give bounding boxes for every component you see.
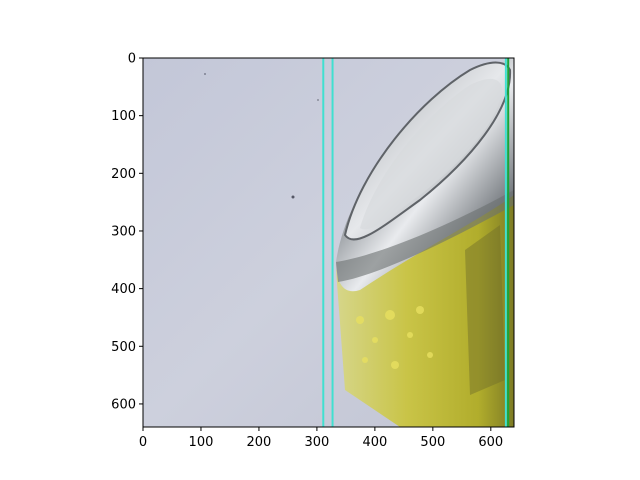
y-tick-label: 500 (111, 340, 136, 355)
x-axis: 0 100 200 300 400 500 600 (139, 427, 503, 450)
y-tick-label: 300 (111, 224, 136, 239)
x-tick-label: 200 (247, 435, 272, 450)
speck (291, 195, 295, 199)
x-tick-label: 500 (420, 435, 445, 450)
y-tick-label: 400 (111, 282, 136, 297)
label-text-block (465, 225, 505, 395)
can-lid-inner (360, 78, 502, 230)
y-axis: 0 100 200 300 400 500 600 (111, 52, 143, 412)
x-tick-label: 600 (478, 435, 503, 450)
x-tick-label: 100 (189, 435, 214, 450)
overlay-lines (322, 58, 510, 427)
x-tick-label: 0 (139, 435, 147, 450)
y-tick-label: 100 (111, 109, 136, 124)
speck (317, 99, 319, 101)
y-tick-label: 600 (111, 397, 136, 412)
label-pattern (356, 306, 433, 369)
can-shadow-band (336, 190, 514, 282)
x-tick-label: 400 (362, 435, 387, 450)
photo-image (143, 58, 514, 427)
x-tick-label: 300 (304, 435, 329, 450)
y-tick-label: 0 (128, 52, 136, 67)
speck (204, 73, 206, 75)
y-tick-label: 200 (111, 167, 136, 182)
axes-frame (142, 57, 515, 428)
